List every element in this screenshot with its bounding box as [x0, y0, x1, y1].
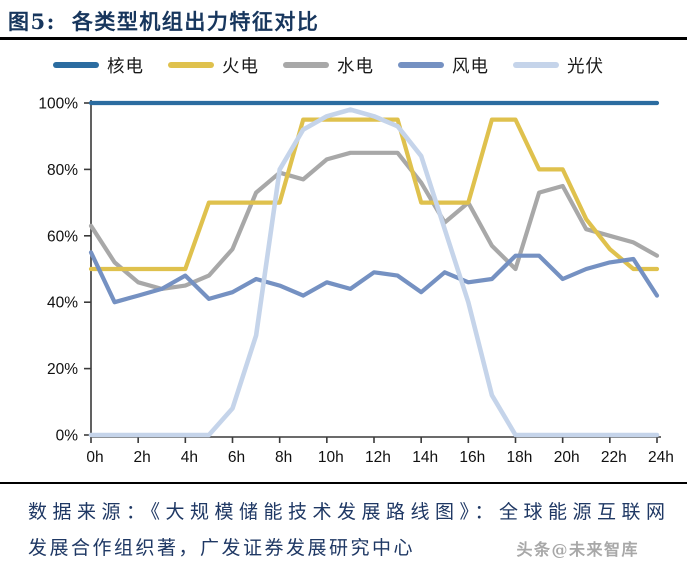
- y-axis-tick-label: 40%: [47, 295, 78, 312]
- series-line-thermal: [88, 117, 660, 272]
- data-source-line1: 数据来源：《大规模储能技术发展路线图》：全球能源互联网: [28, 501, 671, 523]
- x-axis-tick-label: 14h: [412, 449, 438, 466]
- x-axis-tick-label: 12h: [365, 449, 391, 466]
- legend-label-wind: 风电: [452, 56, 489, 77]
- y-axis-tick-label: 20%: [47, 361, 78, 378]
- legend-swatch-thermal: [168, 62, 214, 68]
- x-axis-tick-label: 10h: [318, 449, 344, 466]
- footer-divider: [0, 482, 687, 484]
- y-axis-tick-label: 0%: [56, 428, 79, 445]
- y-axis-tick-label: 80%: [47, 162, 78, 179]
- data-source-line2: 发展合作组织著，广发证券发展研究中心: [28, 537, 416, 559]
- legend-item-nuclear: 核电: [53, 53, 144, 78]
- legend-label-solar: 光伏: [567, 56, 604, 77]
- legend-label-thermal: 火电: [222, 56, 259, 77]
- data-source: 数据来源：《大规模储能技术发展路线图》：全球能源互联网 发展合作组织著，广发证券…: [28, 494, 668, 566]
- x-axis-tick-label: 2h: [134, 449, 151, 466]
- x-axis-tick-label: 22h: [601, 449, 627, 466]
- figure-number: 图5:: [8, 9, 56, 34]
- x-axis-tick-label: 8h: [275, 449, 292, 466]
- x-axis-tick-label: 6h: [228, 449, 245, 466]
- x-axis-tick-label: 24h: [648, 449, 674, 466]
- figure-title: 图5: 各类型机组出力特征对比: [8, 6, 319, 36]
- y-axis-tick-label: 60%: [47, 228, 78, 245]
- legend-item-hydro: 水电: [283, 53, 374, 78]
- series-line-hydro: [88, 150, 660, 291]
- y-axis-tick-label: 100%: [38, 96, 78, 113]
- series-line-solar: [88, 107, 660, 438]
- watermark: 头条@未来智库: [516, 540, 639, 559]
- x-axis-tick-label: 4h: [181, 449, 198, 466]
- series-line-wind: [88, 250, 660, 305]
- legend-swatch-nuclear: [53, 62, 99, 68]
- line-chart: 0% 20% 40% 60% 80% 100% 0h 2h 4h 6h 8h 10h 12h 14h 16h…: [38, 96, 674, 467]
- legend-label-nuclear: 核电: [107, 56, 144, 77]
- chart-legend: 核电 火电 水电 风电 光伏: [0, 51, 687, 79]
- legend-swatch-solar: [513, 62, 559, 68]
- legend-item-solar: 光伏: [513, 53, 604, 78]
- x-axis-tick-label: 16h: [459, 449, 485, 466]
- legend-item-wind: 风电: [398, 53, 489, 78]
- x-axis-tick-label: 20h: [554, 449, 580, 466]
- legend-item-thermal: 火电: [168, 53, 259, 78]
- legend-label-hydro: 水电: [337, 56, 374, 77]
- legend-swatch-hydro: [283, 62, 329, 68]
- legend-swatch-wind: [398, 62, 444, 68]
- figure-title-text: 各类型机组出力特征对比: [71, 9, 320, 34]
- title-divider: [0, 37, 687, 40]
- x-axis-tick-label: 18h: [507, 449, 533, 466]
- x-axis-tick-label: 0h: [86, 449, 103, 466]
